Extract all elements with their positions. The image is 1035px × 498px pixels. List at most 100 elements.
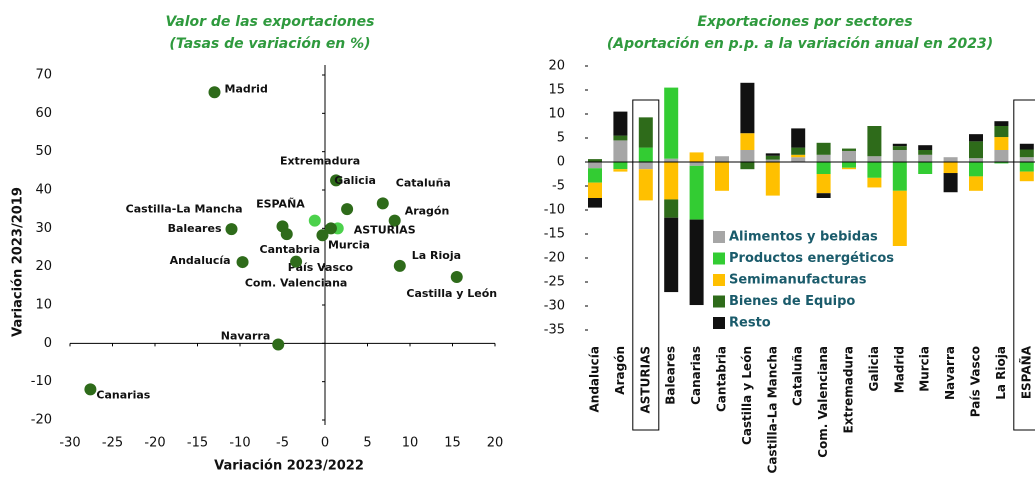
bar-segment xyxy=(969,158,983,162)
bar-segment xyxy=(689,165,704,220)
x-tick-label: ASTURIAS xyxy=(638,346,652,414)
y-tick-label: 20 xyxy=(548,59,565,74)
bar-segment xyxy=(613,162,628,170)
bar-segment xyxy=(1019,143,1034,150)
bar-segment xyxy=(740,162,755,170)
bar-segment xyxy=(994,162,1009,164)
bar-segment xyxy=(613,140,628,162)
y-tick-label: 10 xyxy=(35,298,52,313)
x-tick-label: 5 xyxy=(363,436,371,451)
y-tick-label: -25 xyxy=(544,275,565,290)
point xyxy=(272,338,285,351)
point-label: Madrid xyxy=(225,82,268,95)
highlight-box xyxy=(1013,99,1035,431)
bar-segment xyxy=(588,198,602,208)
legend-label: Semimanufacturas xyxy=(729,273,867,288)
bar-segment xyxy=(765,155,780,160)
bar-segment xyxy=(664,162,679,200)
point-label: ESPAÑA xyxy=(256,198,305,211)
bar-segment xyxy=(1019,162,1034,172)
bar-segment xyxy=(791,128,806,148)
bar-segment xyxy=(918,150,933,155)
bar-segment xyxy=(664,217,679,293)
bar-segment xyxy=(638,162,653,170)
bar-segment xyxy=(638,169,653,201)
point-label: Murcia xyxy=(328,238,370,251)
x-tick-label: Castilla-La Mancha xyxy=(765,346,779,473)
x-tick-label: Canarias xyxy=(689,346,703,405)
bar-segment xyxy=(842,150,856,162)
point-label: Andalucía xyxy=(170,254,231,267)
x-tick-label: -10 xyxy=(229,436,250,451)
legend-label: Alimentos y bebidas xyxy=(729,230,878,245)
bar-segment xyxy=(689,152,704,162)
legend-label: Productos energéticos xyxy=(729,251,894,266)
bar-segment xyxy=(892,143,907,147)
bar-segment xyxy=(740,150,755,162)
x-tick-label: 15 xyxy=(444,436,461,451)
legend-swatch xyxy=(713,252,725,265)
point xyxy=(393,259,406,272)
bar-segment xyxy=(816,142,831,155)
x-tick-label: Andalucía xyxy=(588,346,602,413)
point xyxy=(324,222,337,235)
x-tick-label: 10 xyxy=(402,436,419,451)
point-label: Com. Valenciana xyxy=(245,277,347,290)
point xyxy=(290,255,303,268)
bar-segment xyxy=(689,219,704,306)
y-tick-label: -10 xyxy=(31,374,52,389)
x-tick-label: -30 xyxy=(59,436,80,451)
bar-segment xyxy=(918,154,933,162)
point xyxy=(225,223,238,236)
bar-segment xyxy=(816,174,831,194)
y-tick-label: 60 xyxy=(35,106,52,121)
bar-segment xyxy=(588,182,602,198)
y-tick-label: 5 xyxy=(557,131,565,146)
legend-swatch xyxy=(713,231,725,243)
bar-segment xyxy=(588,168,602,183)
bar-segment xyxy=(715,162,729,191)
point-label: Canarias xyxy=(96,388,150,401)
bar-segment xyxy=(791,154,806,158)
point xyxy=(308,214,321,227)
y-tick-label: -35 xyxy=(544,323,565,338)
bar-segment xyxy=(588,162,602,169)
legend-label: Resto xyxy=(729,316,771,331)
bar-title: Exportaciones por sectores xyxy=(697,14,912,30)
x-tick-label: -25 xyxy=(102,436,123,451)
bar-segment xyxy=(1019,157,1034,162)
x-axis-label: Variación 2023/2022 xyxy=(214,459,364,474)
point xyxy=(84,383,97,396)
point-label: La Rioja xyxy=(412,249,461,262)
bar-segment xyxy=(816,193,831,198)
x-tick-label: País Vasco xyxy=(969,346,983,417)
x-tick-label: Cantabria xyxy=(715,346,729,412)
x-tick-label: Cataluña xyxy=(791,346,805,406)
bar-segment xyxy=(715,156,729,162)
scatter-subtitle: (Tasas de variación en %) xyxy=(169,36,370,52)
bar-segment xyxy=(638,147,653,162)
y-tick-label: -10 xyxy=(544,203,565,218)
y-tick-label: 30 xyxy=(35,221,52,236)
x-tick-label: -20 xyxy=(144,436,165,451)
bar-segment xyxy=(1019,171,1034,182)
bar-subtitle: (Aportación en p.p. a la variación anual… xyxy=(607,36,993,52)
x-tick-label: -5 xyxy=(276,436,289,451)
x-tick-label: Galicia xyxy=(867,346,881,392)
bar-segment xyxy=(588,159,602,162)
bar-segment xyxy=(994,126,1009,138)
point-label: Baleares xyxy=(168,222,222,235)
point-label: Cantabria xyxy=(260,243,321,256)
y-tick-label: 50 xyxy=(35,144,52,159)
bar-segment xyxy=(892,146,907,150)
bar-segment xyxy=(969,176,983,191)
bar-segment xyxy=(994,121,1009,126)
bar-segment xyxy=(994,150,1009,162)
y-tick-label: 20 xyxy=(35,259,52,274)
bar-segment xyxy=(664,87,679,159)
point xyxy=(208,86,221,99)
bar-segment xyxy=(842,167,856,170)
legend-swatch xyxy=(713,295,725,308)
bar-segment xyxy=(943,157,958,162)
x-tick-label: Navarra xyxy=(943,346,957,400)
